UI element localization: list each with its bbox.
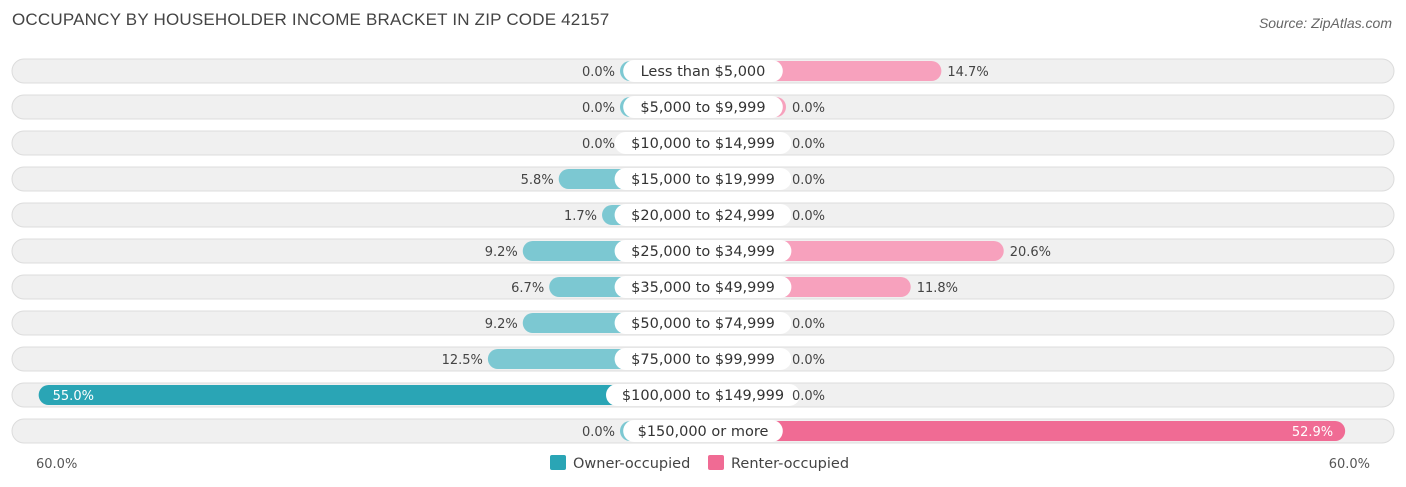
owner-value-label: 9.2% <box>485 245 518 260</box>
legend-label-owner: Owner-occupied <box>573 456 690 472</box>
category-label: $5,000 to $9,999 <box>640 100 765 116</box>
axis-label-right: 60.0% <box>1329 457 1370 472</box>
renter-value-label: 0.0% <box>792 209 825 224</box>
renter-value-label: 0.0% <box>792 317 825 332</box>
chart-title: OCCUPANCY BY HOUSEHOLDER INCOME BRACKET … <box>12 10 610 29</box>
category-label: $150,000 or more <box>638 424 769 440</box>
owner-value-label: 0.0% <box>582 65 615 80</box>
category-label: $50,000 to $74,999 <box>631 316 775 332</box>
renter-value-label: 0.0% <box>792 137 825 152</box>
owner-value-label: 1.7% <box>564 209 597 224</box>
legend-swatch-renter <box>708 455 724 470</box>
owner-value-label: 6.7% <box>511 281 544 296</box>
renter-value-label: 11.8% <box>917 281 958 296</box>
owner-value-label: 0.0% <box>582 101 615 116</box>
category-label-pill <box>614 204 792 226</box>
category-label-pill <box>606 384 800 406</box>
owner-value-label: 5.8% <box>521 173 554 188</box>
category-label-pill <box>623 96 783 118</box>
category-label-pill <box>614 348 792 370</box>
category-label-pill <box>614 168 792 190</box>
axis-label-left: 60.0% <box>36 457 77 472</box>
renter-value-label: 0.0% <box>792 353 825 368</box>
renter-value-label: 0.0% <box>792 101 825 116</box>
category-label-pill <box>623 60 783 82</box>
renter-value-label: 0.0% <box>792 173 825 188</box>
category-label-pill <box>614 276 792 298</box>
category-label-pill <box>623 420 783 442</box>
owner-value-label: 0.0% <box>582 425 615 440</box>
renter-bar <box>703 421 1346 441</box>
chart-source: Source: ZipAtlas.com <box>1258 15 1392 31</box>
owner-bar <box>38 385 703 405</box>
category-label: $15,000 to $19,999 <box>631 172 775 188</box>
category-label: $100,000 to $149,999 <box>622 388 784 404</box>
legend-label-renter: Renter-occupied <box>731 456 849 472</box>
renter-value-label: 14.7% <box>947 65 988 80</box>
owner-value-label: 12.5% <box>442 353 483 368</box>
owner-value-label: 55.0% <box>53 389 94 404</box>
category-label: $25,000 to $34,999 <box>631 244 775 260</box>
category-label: $75,000 to $99,999 <box>631 352 775 368</box>
category-label-pill <box>614 240 792 262</box>
owner-value-label: 9.2% <box>485 317 518 332</box>
category-label: Less than $5,000 <box>641 64 766 80</box>
legend-swatch-owner <box>550 455 566 470</box>
renter-value-label: 0.0% <box>792 389 825 404</box>
category-label: $35,000 to $49,999 <box>631 280 775 296</box>
category-label: $10,000 to $14,999 <box>631 136 775 152</box>
category-label: $20,000 to $24,999 <box>631 208 775 224</box>
renter-value-label: 20.6% <box>1010 245 1051 260</box>
owner-value-label: 0.0% <box>582 137 615 152</box>
renter-value-label: 52.9% <box>1292 425 1333 440</box>
category-label-pill <box>614 132 792 154</box>
category-label-pill <box>614 312 792 334</box>
